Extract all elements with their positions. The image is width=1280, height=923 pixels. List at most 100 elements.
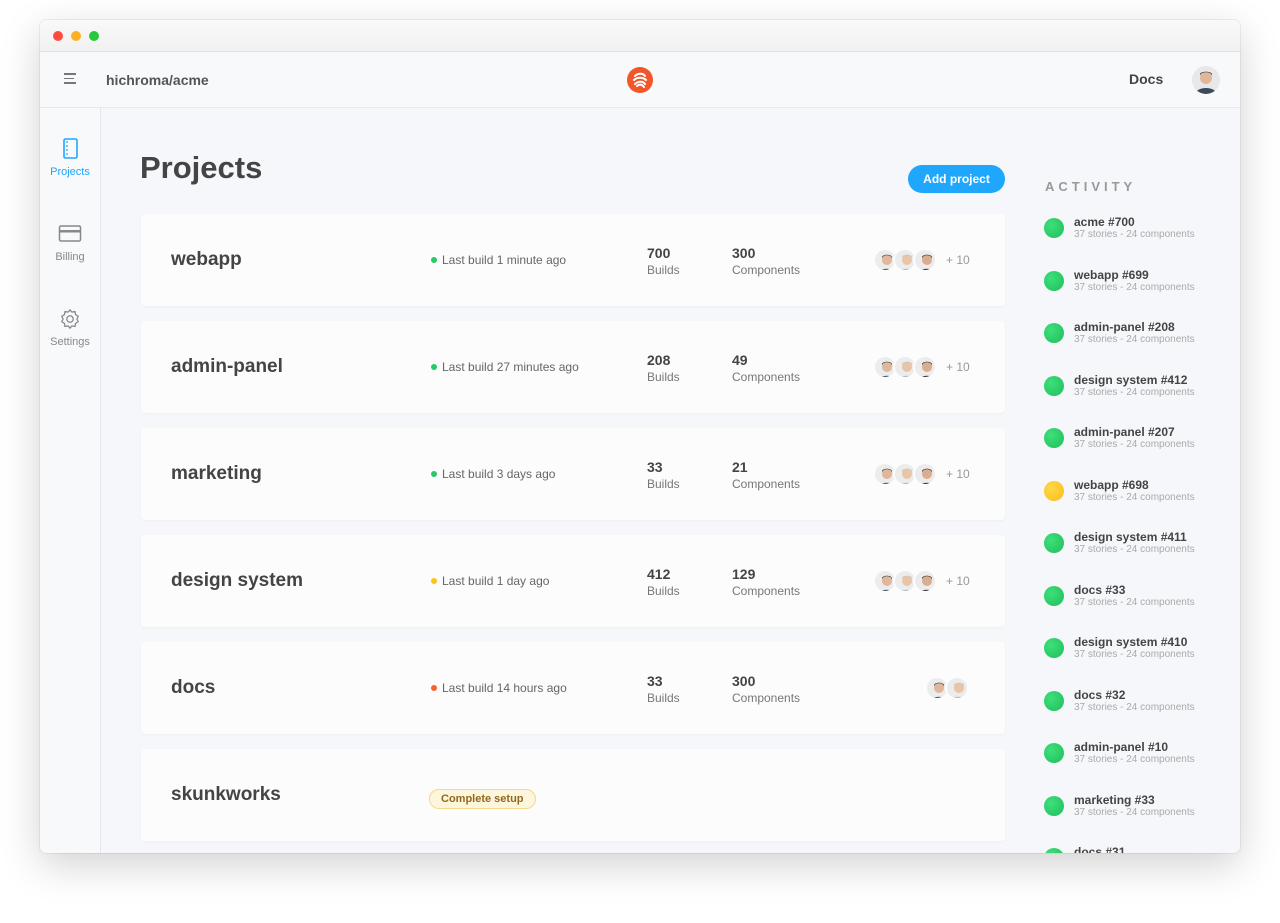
avatar[interactable] [945,676,969,700]
logo-icon[interactable] [627,67,653,93]
project-name[interactable]: marketing [171,463,262,484]
components-label: Components [732,584,801,598]
build-status-icon [1044,743,1064,763]
build-status-icon [1044,323,1064,343]
components-stat: 300 Components [732,245,800,279]
activity-item[interactable]: marketing #33 37 stories - 24 components [1044,793,1240,829]
project-card[interactable]: webapp Last build 1 minute ago 700 Builds 30… [141,214,1005,306]
project-name[interactable]: skunkworks [171,784,281,805]
builds-stat: 33 Builds [647,673,680,707]
project-card[interactable]: docs Last build 14 hours ago 33 Builds 300 Co… [141,642,1005,734]
activity-item[interactable]: admin-panel #208 37 stories - 24 componen… [1044,320,1240,356]
sidebar-item-label: Billing [55,251,85,263]
project-name[interactable]: admin-panel [171,356,283,377]
status-dot [431,578,437,584]
activity-title: ACTIVITY [1045,179,1137,194]
activity-build-name: docs #31 [1074,845,1126,853]
project-name[interactable]: docs [171,677,216,698]
avatar[interactable] [913,355,937,379]
project-card[interactable]: admin-panel Last build 27 minutes ago 208 B… [141,321,1005,413]
build-status: Last build 14 hours ago [431,681,567,695]
avatar[interactable] [873,248,897,272]
builds-count: 700 [647,245,671,261]
builds-count: 33 [647,673,663,689]
project-card[interactable]: skunkworks Complete setup [141,749,1005,841]
builds-label: Builds [647,691,680,705]
builds-stat: 412 Builds [647,566,680,600]
avatar[interactable] [873,462,897,486]
more-collaborators-count[interactable]: + 10 [946,253,970,267]
activity-build-name: webapp #699 [1074,267,1149,282]
activity-build-detail: 37 stories - 24 components [1074,544,1195,555]
activity-build-detail: 37 stories - 24 components [1074,281,1195,293]
menu-icon[interactable] [64,73,78,85]
activity-build-name: acme #700 [1074,215,1135,229]
sidebar: Projects Billing Settings [40,108,101,853]
build-status-icon [1044,270,1064,291]
activity-build-detail: 37 stories - 24 components [1074,754,1195,765]
activity-build-detail: 37 stories - 24 components [1074,701,1195,713]
project-card[interactable]: marketing Last build 3 days ago 33 Builds 21… [141,428,1005,520]
builds-count: 208 [647,352,671,368]
avatar[interactable] [893,462,917,486]
minimize-window-button[interactable] [71,31,81,41]
build-status-icon [1044,795,1064,816]
sidebar-item-projects[interactable]: Projects [40,138,100,178]
gear-icon [61,309,79,329]
components-label: Components [732,691,801,705]
maximize-window-button[interactable] [89,31,99,41]
activity-build-name: webapp #698 [1074,477,1149,492]
build-status-icon [1044,638,1064,658]
project-name[interactable]: webapp [171,249,242,270]
project-name[interactable]: design system [171,570,303,591]
avatar[interactable] [913,569,937,593]
components-count: 300 [732,245,756,261]
components-label: Components [732,370,801,384]
activity-item[interactable]: webapp #699 37 stories - 24 components [1044,268,1240,304]
sidebar-item-billing[interactable]: Billing [40,223,100,263]
components-stat: 300 Components [732,673,800,707]
activity-item[interactable]: docs #3137 stories - 24 components [1044,845,1240,853]
activity-item[interactable]: design system #412 37 stories - 24 compon… [1044,373,1240,409]
build-status-icon [1044,428,1064,448]
project-card[interactable]: design system Last build 1 day ago 412 Buil… [141,535,1005,627]
activity-item[interactable]: design system #410 37 stories - 24 compon… [1044,635,1240,671]
activity-item[interactable]: acme #700 37 stories - 24 components [1044,215,1240,251]
docs-link[interactable]: Docs [1129,71,1164,87]
build-status-text: Last build 1 day ago [442,574,550,588]
org-name[interactable]: hichroma/acme [106,72,209,88]
activity-build-detail: 37 stories - 24 components [1074,334,1195,345]
activity-item[interactable]: webapp #698 37 stories - 24 components [1044,478,1240,514]
build-status-icon [1044,218,1064,238]
activity-item[interactable]: docs #33 37 stories - 24 components [1044,583,1240,619]
complete-setup-badge[interactable]: Complete setup [429,789,536,809]
user-avatar[interactable] [1192,66,1220,94]
build-status-text: Last build 1 minute ago [442,253,567,267]
build-status-icon [1044,585,1064,606]
add-project-button[interactable]: Add project [908,165,1005,193]
close-window-button[interactable] [53,31,63,41]
status-dot [431,257,437,263]
activity-item[interactable]: admin-panel #207 37 stories - 24 componen… [1044,425,1240,461]
more-collaborators-count[interactable]: + 10 [946,360,970,374]
activity-item[interactable]: docs #32 37 stories - 24 components [1044,688,1240,724]
builds-label: Builds [647,584,680,598]
activity-item[interactable]: design system #411 37 stories - 24 compon… [1044,530,1240,566]
more-collaborators-count[interactable]: + 10 [946,467,970,481]
components-count: 21 [732,459,748,475]
activity-item[interactable]: admin-panel #10 37 stories - 24 component… [1044,740,1240,776]
builds-label: Builds [647,263,680,277]
build-status: Last build 3 days ago [431,467,555,481]
status-dot [431,364,437,370]
sidebar-item-settings[interactable]: Settings [40,308,100,348]
app-window: hichroma/acme Docs Projects [40,20,1240,853]
more-collaborators-count[interactable]: + 10 [946,574,970,588]
activity-build-detail: 37 stories - 24 components [1074,806,1195,818]
sidebar-item-label: Projects [50,166,90,178]
avatar[interactable] [913,462,937,486]
activity-build-name: design system #411 [1074,530,1187,544]
activity-build-detail: 37 stories - 24 components [1074,596,1195,608]
build-status-icon [1044,533,1064,553]
avatar[interactable] [913,248,937,272]
build-status-icon [1044,480,1064,501]
